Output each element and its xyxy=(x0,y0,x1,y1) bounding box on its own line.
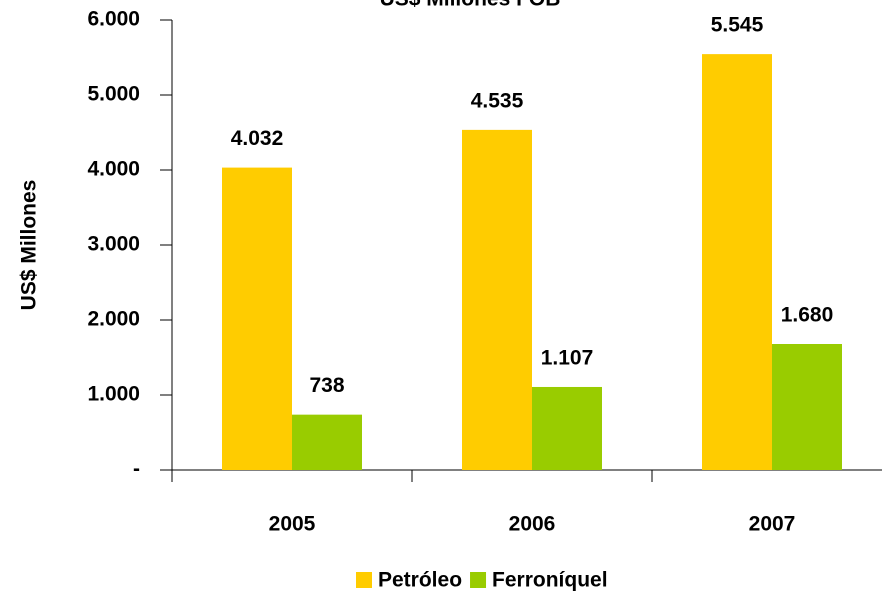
y-tick-label: 1.000 xyxy=(87,383,140,406)
y-tick-label: 4.000 xyxy=(87,158,140,181)
data-label: 1.680 xyxy=(781,304,834,327)
bar xyxy=(772,344,842,470)
legend-swatch xyxy=(470,572,487,588)
x-tick-label: 2006 xyxy=(509,513,556,536)
data-label: 738 xyxy=(309,374,344,397)
data-label: 5.545 xyxy=(711,14,764,37)
data-label: 4.032 xyxy=(231,127,284,150)
bar xyxy=(532,386,602,470)
legend-label: Petróleo xyxy=(378,569,462,592)
bar xyxy=(292,414,362,470)
data-label: 1.107 xyxy=(541,347,594,370)
legend-swatch xyxy=(356,572,372,588)
y-tick-label: 3.000 xyxy=(87,233,140,256)
legend-label: Ferroníquel xyxy=(492,569,608,592)
y-axis-label: US$ Millones xyxy=(18,180,41,311)
y-tick-label: 6.000 xyxy=(87,8,140,31)
bar xyxy=(462,129,532,470)
y-tick-label: - xyxy=(133,458,140,481)
y-tick-label: 2.000 xyxy=(87,308,140,331)
x-tick-label: 2007 xyxy=(749,513,796,536)
y-tick-label: 5.000 xyxy=(87,83,140,106)
x-tick-label: 2005 xyxy=(269,513,316,536)
data-label: 4.535 xyxy=(471,89,524,112)
chart-title: US$ Millones FOB xyxy=(380,0,561,11)
bar xyxy=(702,54,772,470)
bar xyxy=(222,167,292,470)
